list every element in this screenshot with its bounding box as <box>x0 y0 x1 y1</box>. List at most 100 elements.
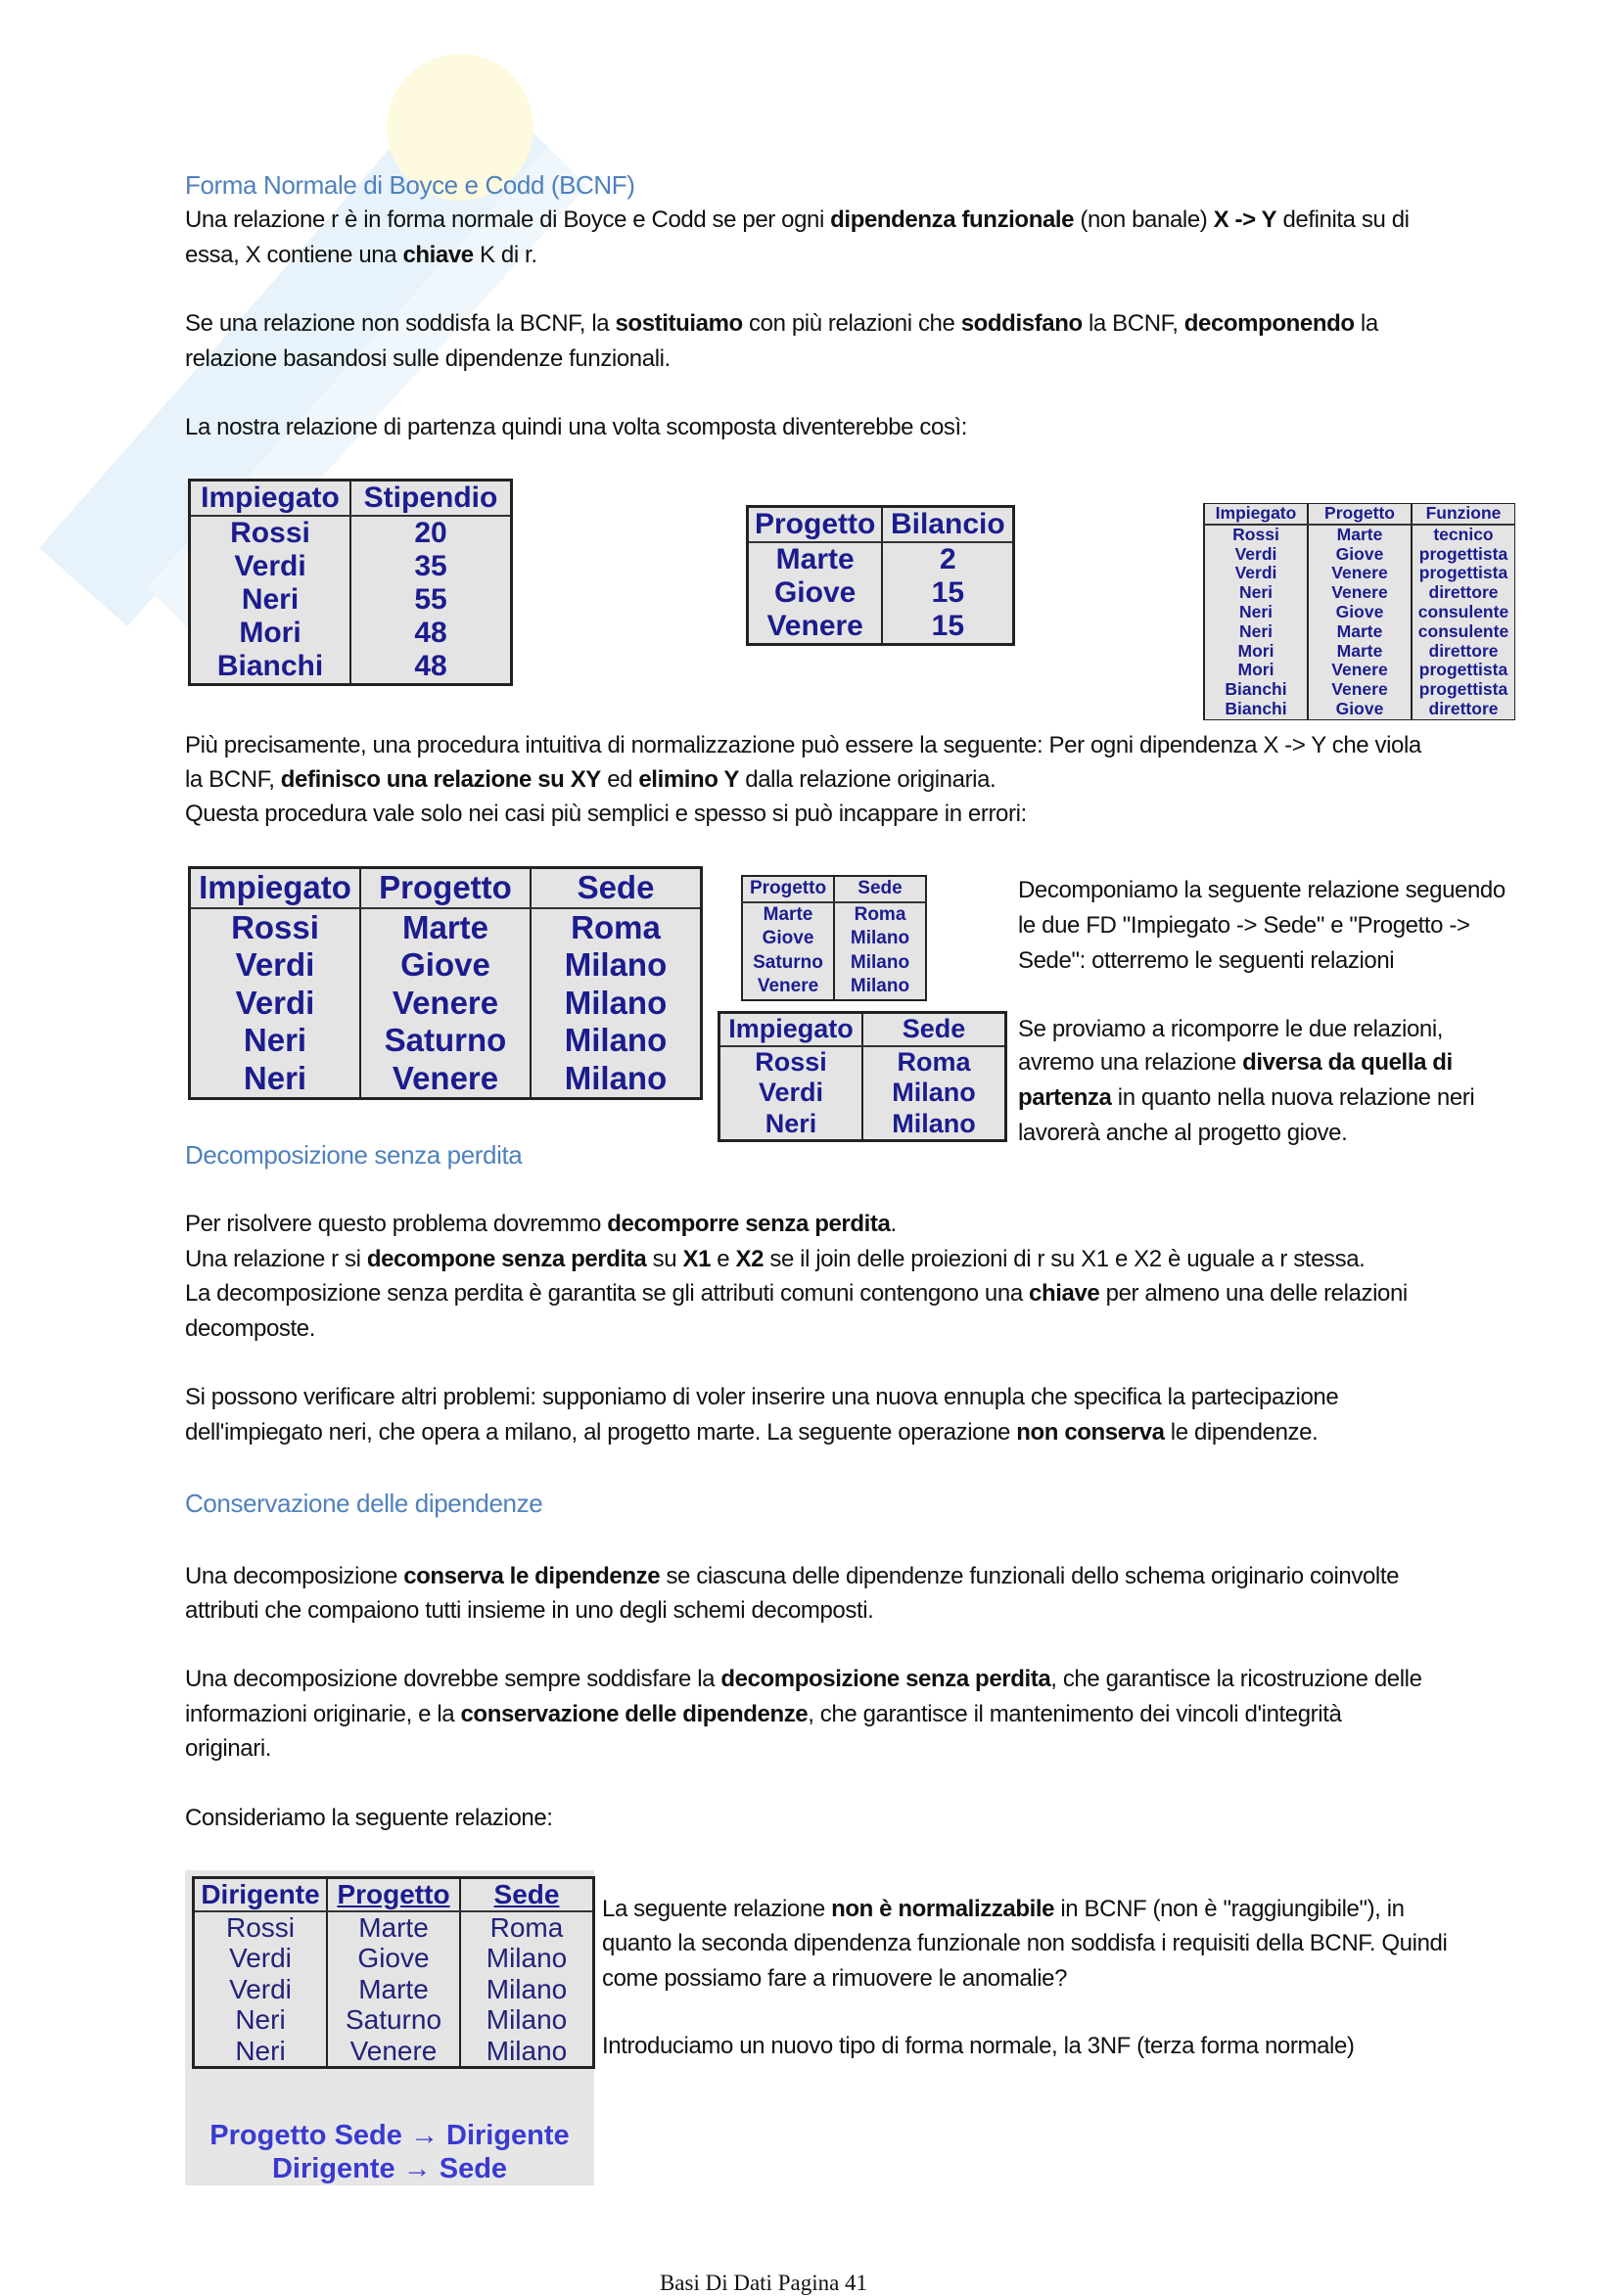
table-cell: Venere <box>359 1059 531 1099</box>
column-header: Progetto <box>1307 503 1412 526</box>
table-cell: Giove <box>359 946 531 985</box>
table-cell: Roma <box>530 907 702 946</box>
table-cell: Verdi <box>188 984 360 1022</box>
text: Una relazione r è in forma normale di Bo… <box>185 207 831 233</box>
table-cell: Neri <box>192 2035 327 2068</box>
table-cell: Verdi <box>1203 564 1308 584</box>
table-header-row: Impiegato Progetto Sede <box>188 867 702 909</box>
text: per almeno una delle relazioni <box>1099 1280 1409 1307</box>
table-row: Bianchi Giove direttore <box>1203 699 1515 720</box>
table-row: Mori Venere progettista <box>1203 661 1515 681</box>
table-row: Marte 2 <box>746 542 1014 576</box>
table-cell: Milano <box>833 950 926 975</box>
text: K di r. <box>473 242 537 268</box>
text: Sede": otterremo le seguenti relazioni <box>1018 947 1395 974</box>
table-cell: Neri <box>1203 621 1308 642</box>
text: definita su di <box>1276 207 1410 233</box>
table-row: Verdi 35 <box>188 550 512 583</box>
table-cell: Verdi <box>188 946 360 985</box>
table-cell: Venere <box>1307 582 1412 603</box>
side-text-line: La seguente relazione non è normalizzabi… <box>602 1892 1405 1927</box>
text: se ciascuna delle dipendenze funzionali … <box>660 1563 1400 1589</box>
text: come possiamo fare a rimuovere le anomal… <box>602 1965 1068 1992</box>
text: Si possono verificare altri problemi: su… <box>185 1384 1339 1410</box>
table-row: Verdi Giove progettista <box>1203 544 1515 565</box>
column-header: Sede <box>861 1012 1006 1047</box>
table-row: Rossi Roma <box>718 1045 1006 1078</box>
side-text-line: le due FD "Impiegato -> Sede" e "Progett… <box>1018 908 1470 943</box>
text: , che garantisce la ricostruzione delle <box>1050 1666 1422 1692</box>
side-text-line: avremo una relazione diversa da quella d… <box>1018 1045 1453 1080</box>
text: ed <box>600 766 639 793</box>
table-cell: Marte <box>741 901 834 927</box>
bold-text: X1 <box>682 1246 712 1272</box>
table-cell: 2 <box>881 542 1014 576</box>
paragraph-line: Si possono verificare altri problemi: su… <box>185 1380 1339 1415</box>
bold-text: diversa da quella di <box>1242 1049 1453 1076</box>
text: dalla relazione originaria. <box>739 766 996 793</box>
column-header: Funzione <box>1411 503 1515 526</box>
table-cell: Neri <box>1203 602 1308 622</box>
table-cell: Neri <box>188 1059 360 1099</box>
table-row: Neri Marte consulente <box>1203 621 1515 642</box>
table-row: Neri Venere Milano <box>188 1059 702 1099</box>
table-impiegato-progetto-sede: Impiegato Progetto Sede Rossi Marte Roma Verdi… <box>188 866 703 1100</box>
table-cell: Neri <box>188 1022 360 1060</box>
paragraph-line: relazione basandosi sulle dipendenze fun… <box>185 342 671 377</box>
table-cell: Rossi <box>192 1910 327 1943</box>
table-cell: Verdi <box>192 1943 327 1974</box>
side-text-line: lavorerà anche al progetto giove. <box>1018 1116 1348 1151</box>
text: (non banale) <box>1074 207 1214 233</box>
text: Consideriamo la seguente relazione: <box>185 1805 553 1831</box>
text: Più precisamente, una procedura intuitiv… <box>185 732 1421 758</box>
table-cell: Milano <box>530 1059 702 1099</box>
table-cell: Roma <box>833 901 926 927</box>
text: Una relazione r si <box>185 1246 367 1272</box>
column-header: Impiegato <box>188 867 360 909</box>
table-dirigente-progetto-sede: Dirigente Progetto Sede Rossi Marte Roma Verdi… <box>192 1876 595 2069</box>
column-header: Sede <box>530 867 702 909</box>
table-cell: Venere <box>746 610 883 645</box>
table-row: Neri Saturno Milano <box>192 2004 594 2036</box>
bold-text: non è normalizzabile <box>831 1896 1055 1922</box>
table-cell: Milano <box>459 1973 594 2004</box>
table-cell: Roma <box>861 1045 1006 1078</box>
table-row: Neri Saturno Milano <box>188 1022 702 1060</box>
table-cell: Saturno <box>326 2004 460 2036</box>
paragraph-line: essa, X contiene una chiave K di r. <box>185 238 537 273</box>
text: la <box>1354 310 1378 337</box>
table-cell: Mori <box>188 617 350 650</box>
bold-text: conserva le dipendenze <box>403 1563 661 1589</box>
table-cell: Neri <box>1203 582 1308 603</box>
table-cell: Venere <box>1307 564 1412 584</box>
bold-text: X -> Y <box>1213 207 1277 233</box>
table-row: Venere 15 <box>746 610 1014 645</box>
table-cell: 20 <box>349 516 512 550</box>
table-row: Verdi Venere progettista <box>1203 564 1515 584</box>
table-header-row: Impiegato Stipendio <box>188 480 512 517</box>
table-header-row: Dirigente Progetto Sede <box>192 1877 594 1912</box>
table-cell: Mori <box>1203 661 1308 681</box>
text: informazioni originarie, e la <box>185 1701 461 1727</box>
table-row: Verdi Giove Milano <box>192 1943 594 1974</box>
table-cell: Bianchi <box>188 650 350 685</box>
table-row: Verdi Giove Milano <box>188 946 702 985</box>
paragraph-line: la BCNF, definisco una relazione su XY e… <box>185 762 996 798</box>
column-header: Impiegato <box>188 480 350 517</box>
paragraph-line: Una relazione r è in forma normale di Bo… <box>185 203 1410 238</box>
table-row: Bianchi Venere progettista <box>1203 679 1515 700</box>
table-row: Rossi Marte Roma <box>192 1910 594 1943</box>
text: le dipendenze. <box>1164 1419 1319 1446</box>
column-header: Sede <box>833 876 926 903</box>
paragraph-line: decomposte. <box>185 1311 315 1347</box>
paragraph-line: informazioni originarie, e la conservazi… <box>185 1697 1342 1732</box>
bold-text: chiave <box>1029 1280 1100 1307</box>
table-row: Neri Venere Milano <box>192 2035 594 2068</box>
table-cell: Marte <box>326 1973 460 2004</box>
table-cell: Milano <box>530 946 702 985</box>
text: essa, X contiene una <box>185 242 403 268</box>
table-cell: direttore <box>1411 641 1515 662</box>
table-cell: Milano <box>459 2035 594 2068</box>
text: dell'impiegato neri, che opera a milano,… <box>185 1419 1017 1446</box>
table-cell: Giove <box>1307 544 1412 565</box>
